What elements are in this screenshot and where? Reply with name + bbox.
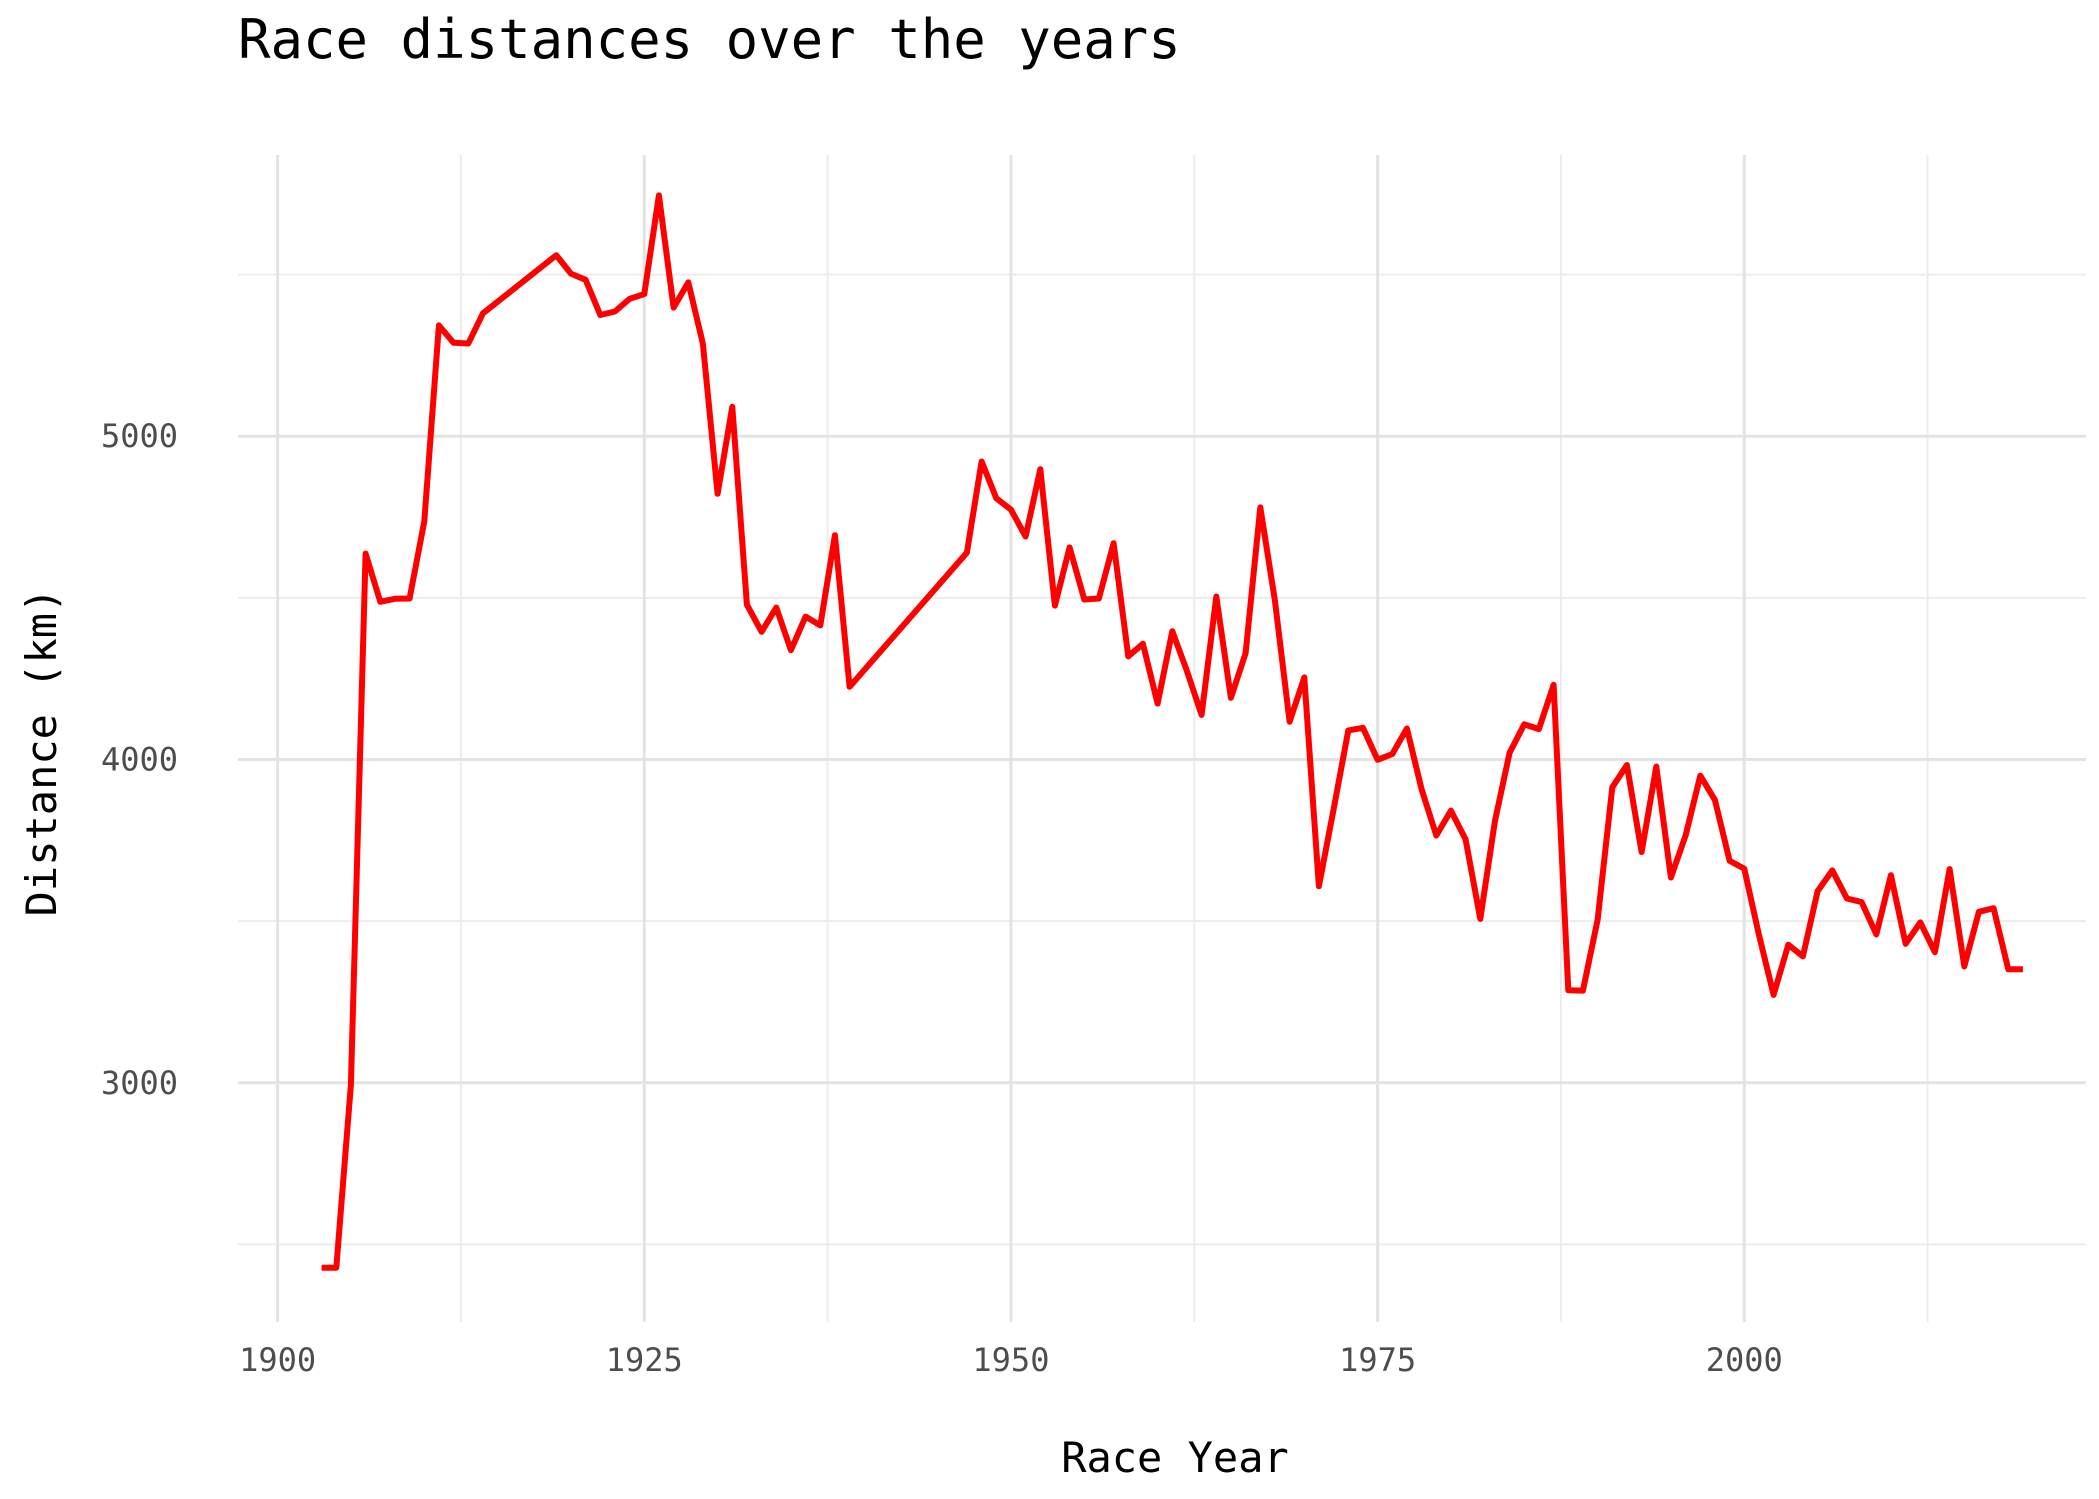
- series-layer: [321, 192, 2023, 1271]
- y-tick-label: 3000: [101, 1064, 178, 1102]
- x-tick-label: 1925: [606, 1341, 683, 1379]
- chart-title: Race distances over the years: [238, 8, 1181, 71]
- y-tick-label: 5000: [101, 417, 178, 455]
- y-axis-title: Distance (km): [17, 588, 66, 917]
- y-tick-label: 4000: [101, 741, 178, 779]
- x-axis-title: Race Year: [1061, 1433, 1289, 1482]
- x-tick-label: 1950: [972, 1341, 1049, 1379]
- tick-labels: 1900 1925 1950 1975 2000 3000 4000 5000: [101, 417, 1783, 1379]
- x-tick-label: 1900: [239, 1341, 316, 1379]
- x-tick-label: 1975: [1339, 1341, 1416, 1379]
- series-line: [321, 192, 2023, 1271]
- grid: [238, 155, 2086, 1322]
- x-tick-label: 2000: [1706, 1341, 1783, 1379]
